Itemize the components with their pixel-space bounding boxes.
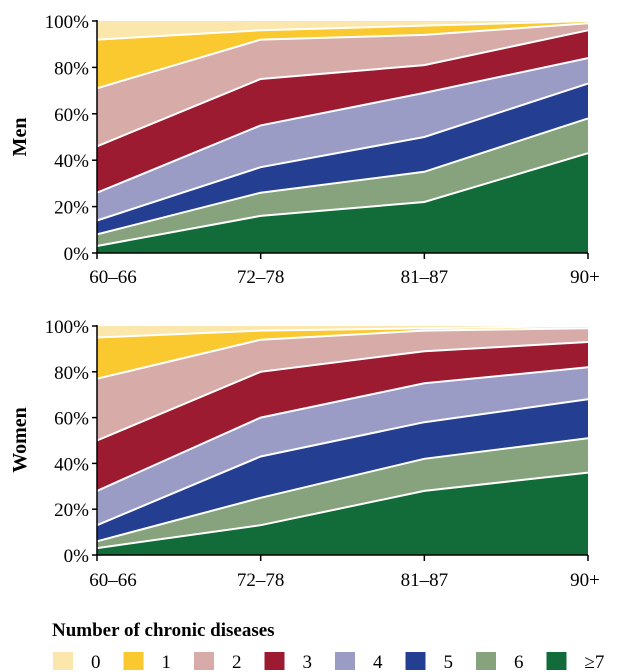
women-area-0 xyxy=(97,326,588,338)
legend-swatch-4 xyxy=(335,652,355,670)
legend-items: 0 1 2 3 4 5 6 ≥7 xyxy=(53,652,604,672)
legend-label-1: 1 xyxy=(162,652,172,672)
women-area-5 xyxy=(97,399,588,542)
men-area-ge7 xyxy=(97,153,588,253)
legend-item-2: 2 xyxy=(194,652,242,672)
women-y-tick-label: 0% xyxy=(64,546,90,567)
legend: Number of chronic diseases 0 1 2 3 4 5 6 ≥7 xyxy=(52,620,604,672)
legend-label-6: 6 xyxy=(514,652,524,672)
women-area-1 xyxy=(97,326,588,379)
men-y-tick-label: 80% xyxy=(54,58,89,79)
men-area-2 xyxy=(97,23,588,147)
legend-swatch-1 xyxy=(123,652,144,670)
men-boundary-line xyxy=(96,152,589,247)
men-area-0 xyxy=(97,21,588,40)
men-area-6 xyxy=(97,118,588,246)
men-area-1 xyxy=(97,21,588,89)
women-x-tick-label: 90+ xyxy=(570,570,600,591)
legend-label-4: 4 xyxy=(373,652,383,672)
women-x-tick-label: 81–87 xyxy=(401,570,449,591)
women-boundary-line xyxy=(96,366,589,492)
men-y-tick-label: 100% xyxy=(45,12,90,33)
men-boundary-line xyxy=(96,82,589,222)
men-area-5 xyxy=(97,83,588,235)
women-area-2 xyxy=(97,328,588,441)
men-y-tick-label: 60% xyxy=(54,105,89,126)
legend-label-2: 2 xyxy=(232,652,242,672)
legend-item-0: 0 xyxy=(53,652,101,672)
women-y-tick-label: 40% xyxy=(54,454,89,475)
legend-item-4: 4 xyxy=(335,652,383,672)
men-boundary-line xyxy=(96,20,589,41)
women-y-tick-label: 60% xyxy=(54,409,89,430)
women-boundary-line xyxy=(96,437,589,543)
women-y-tick-label: 20% xyxy=(54,500,89,521)
men-panel-label: Men xyxy=(9,118,31,157)
men-boundary-line xyxy=(96,117,589,236)
women-area-ge7 xyxy=(97,472,588,555)
women-boundary-line xyxy=(96,398,589,527)
legend-swatch-ge7 xyxy=(546,652,567,670)
legend-item-6: 6 xyxy=(476,652,524,672)
women-boundary-line xyxy=(96,327,589,380)
women-y-tick-label: 80% xyxy=(54,363,89,384)
men-boundary-line xyxy=(96,22,589,90)
men-y-tick-label: 0% xyxy=(64,244,90,265)
legend-swatch-5 xyxy=(405,652,426,670)
legend-item-ge7: ≥7 xyxy=(546,652,605,672)
men-area-3 xyxy=(97,30,588,193)
men-y-tick-label: 20% xyxy=(54,198,89,219)
men-y-tick-label: 40% xyxy=(54,151,89,172)
legend-title: Number of chronic diseases xyxy=(52,620,275,641)
men-x-tick-label: 60–66 xyxy=(89,267,137,288)
legend-item-5: 5 xyxy=(405,652,454,672)
legend-label-ge7: ≥7 xyxy=(585,652,605,672)
men-boundary-line xyxy=(96,29,589,148)
legend-swatch-2 xyxy=(194,652,214,670)
women-boundary-line xyxy=(96,325,589,339)
women-boundary-line xyxy=(96,471,589,550)
legend-label-5: 5 xyxy=(444,652,454,672)
women-panel: 0% 20% 40% 60% 80% 100% 60–66 72–78 81–87 90+ Wome… xyxy=(9,317,600,591)
legend-swatch-6 xyxy=(476,652,496,670)
legend-swatch-3 xyxy=(264,652,285,670)
women-area-6 xyxy=(97,438,588,549)
men-x-tick-label: 90+ xyxy=(570,267,600,288)
women-boundary-line xyxy=(96,341,589,442)
men-x-tick-label: 72–78 xyxy=(237,267,285,288)
legend-label-3: 3 xyxy=(303,652,313,672)
women-x-tick-label: 60–66 xyxy=(89,570,137,591)
men-boundary-line xyxy=(96,57,589,194)
women-y-tick-label: 100% xyxy=(45,317,90,338)
women-area-4 xyxy=(97,367,588,526)
women-panel-label: Women xyxy=(9,407,31,473)
legend-label-0: 0 xyxy=(91,652,101,672)
men-panel: 0% 20% 40% 60% 80% 100% 60–66 72–78 81–87 90+ Men xyxy=(9,12,600,288)
legend-item-1: 1 xyxy=(123,652,172,672)
women-x-tick-label: 72–78 xyxy=(237,570,285,591)
legend-swatch-0 xyxy=(53,652,73,670)
men-x-tick-label: 81–87 xyxy=(401,267,449,288)
legend-item-3: 3 xyxy=(264,652,313,672)
